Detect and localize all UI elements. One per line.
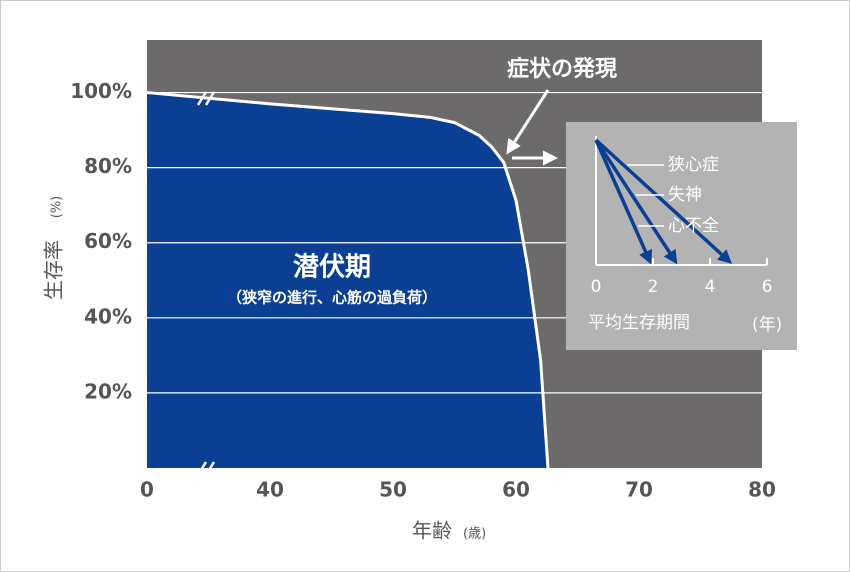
category-label: 狭心症 <box>668 155 719 175</box>
x-axis-label: 年齢 <box>412 519 452 543</box>
y-tick-label: 80% <box>84 154 132 178</box>
arrow <box>594 139 653 265</box>
x-tick-label: 50 <box>379 478 407 502</box>
area <box>147 92 548 468</box>
y-tick-label: 20% <box>84 379 132 403</box>
annotation: 潜伏期 <box>293 253 371 283</box>
category-label: 心不全 <box>668 216 719 236</box>
y-axis-label: 生存率 <box>42 240 66 300</box>
x-axis-label: 平均生存期間 <box>588 313 690 333</box>
y-axis-unit: (%) <box>50 196 65 219</box>
y-tick-label: 60% <box>84 229 132 253</box>
arrow <box>594 139 678 265</box>
axis-break <box>196 91 216 476</box>
survival-line <box>146 91 550 469</box>
x-tick-label: 40 <box>256 478 284 502</box>
y-tick-label: 40% <box>84 304 132 328</box>
x-tick-label: 6 <box>762 277 773 297</box>
x-axis-unit: (歳) <box>463 527 486 542</box>
x-tick-label: 60 <box>502 478 530 502</box>
x-tick-label: 70 <box>625 478 653 502</box>
annotation: （狭窄の進行、心筋の過負荷） <box>227 289 437 307</box>
annotation-arrow <box>506 89 550 155</box>
x-tick-label: 4 <box>705 277 716 297</box>
x-axis-unit: (年) <box>752 315 782 335</box>
category-label: 失神 <box>668 185 702 205</box>
annotation: 症状の発現 <box>507 56 617 82</box>
x-tick-label: 0 <box>140 478 154 502</box>
x-tick-label: 0 <box>591 277 602 297</box>
x-tick-label: 2 <box>648 277 659 297</box>
x-tick-label: 80 <box>748 478 776 502</box>
y-tick-label: 100% <box>70 79 132 103</box>
arrow <box>594 138 733 264</box>
